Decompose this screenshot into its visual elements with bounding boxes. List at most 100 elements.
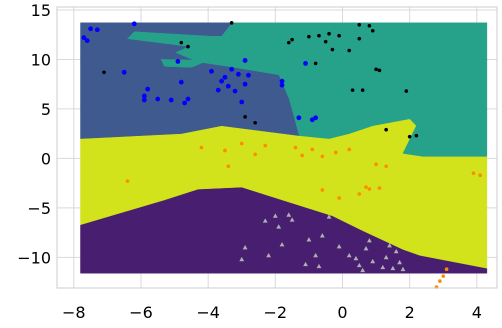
y-tick-label: −10	[17, 248, 51, 267]
plot-frame	[56, 6, 498, 289]
data-point-s2-1	[199, 145, 204, 150]
data-point-s2-10	[320, 154, 325, 159]
data-point-s2-17	[367, 187, 372, 191]
data-point-s0-11	[175, 59, 181, 64]
data-point-s0-22	[235, 71, 241, 77]
data-point-s0-32	[303, 60, 308, 66]
data-point-s1-2	[186, 44, 190, 49]
data-point-s3-20	[363, 246, 369, 251]
data-point-s3-25	[390, 265, 396, 271]
data-point-s1-27	[414, 133, 419, 138]
data-point-s0-1	[84, 38, 90, 44]
data-point-s3-1	[242, 245, 248, 250]
data-point-s1-12	[327, 31, 331, 36]
data-point-s1-11	[323, 39, 328, 44]
y-axis-ticks: −10 −5 0 5 10 15	[17, 1, 51, 267]
data-point-s2-11	[320, 188, 325, 192]
data-point-s2-3	[223, 148, 227, 153]
data-point-s3-27	[400, 266, 406, 272]
data-point-s2-16	[364, 185, 368, 189]
data-point-s2-24	[444, 267, 449, 272]
data-point-s0-12	[178, 79, 184, 85]
x-tick-label: −4	[196, 303, 220, 322]
data-point-s3-10	[303, 261, 308, 267]
data-point-s1-19	[367, 23, 372, 28]
data-point-s3-29	[393, 248, 399, 254]
data-point-s0-20	[229, 66, 235, 72]
data-point-s1-5	[229, 21, 234, 25]
data-point-s3-12	[316, 263, 322, 269]
data-point-s3-22	[370, 258, 376, 264]
data-point-s0-16	[215, 87, 221, 93]
data-point-s2-5	[253, 152, 257, 157]
data-point-s0-17	[219, 78, 224, 84]
data-point-s3-17	[353, 255, 359, 261]
data-point-s3-11	[313, 252, 319, 258]
data-point-s2-14	[347, 147, 352, 152]
data-point-s3-13	[319, 233, 325, 238]
data-point-s1-23	[377, 68, 382, 73]
data-point-s0-29	[296, 115, 302, 121]
data-point-s0-27	[279, 78, 285, 84]
data-point-s3-14	[326, 214, 332, 219]
data-point-s0-26	[242, 58, 248, 63]
data-point-s2-12	[333, 150, 338, 155]
data-point-s3-24	[383, 254, 389, 260]
x-tick-label: 0	[337, 303, 347, 322]
x-tick-label: 4	[472, 303, 482, 322]
data-point-s0-13	[182, 100, 188, 106]
data-point-s2-6	[263, 143, 268, 148]
data-point-s0-18	[222, 74, 228, 80]
data-point-s1-24	[384, 127, 388, 132]
data-point-s2-22	[438, 279, 442, 283]
data-point-s3-2	[262, 218, 268, 223]
data-point-s1-13	[330, 47, 335, 52]
data-point-s3-19	[360, 267, 366, 273]
data-point-s1-3	[243, 115, 247, 119]
data-point-s0-19	[225, 83, 231, 89]
data-point-s1-1	[179, 40, 184, 45]
data-point-s3-8	[289, 217, 295, 222]
data-point-s2-15	[357, 192, 362, 196]
data-point-s3-28	[387, 243, 392, 248]
data-point-s1-17	[360, 88, 365, 92]
data-point-s1-26	[407, 134, 412, 139]
data-point-s1-7	[290, 37, 294, 42]
data-point-s2-23	[441, 274, 446, 278]
decision-regions	[80, 22, 488, 274]
data-point-s0-14	[185, 96, 191, 102]
x-tick-label: 2	[405, 303, 415, 322]
data-point-s2-0	[125, 179, 130, 183]
data-point-s1-25	[404, 89, 409, 93]
y-tick-label: 15	[31, 1, 51, 20]
data-point-s0-25	[246, 72, 251, 78]
data-point-s0-8	[141, 97, 147, 103]
x-tick-label: −2	[264, 303, 288, 322]
data-point-s2-13	[337, 196, 341, 200]
y-tick-label: 5	[41, 100, 51, 119]
data-point-s3-3	[272, 213, 278, 218]
data-point-s0-31	[313, 115, 319, 121]
data-point-s3-5	[266, 252, 272, 258]
data-point-s2-25	[471, 171, 476, 176]
x-tick-label: −8	[62, 303, 86, 322]
data-point-s0-4	[131, 21, 137, 27]
data-point-s3-9	[306, 237, 312, 242]
data-point-s0-23	[239, 99, 245, 105]
data-point-s0-5	[121, 69, 127, 75]
data-point-s3-18	[356, 262, 362, 268]
data-point-s1-18	[357, 23, 362, 27]
data-point-s0-2	[88, 26, 93, 32]
data-point-s0-10	[168, 97, 174, 103]
data-point-s1-0	[102, 70, 106, 75]
data-point-s1-9	[313, 61, 318, 66]
data-point-s3-15	[336, 244, 342, 249]
data-point-s1-15	[347, 48, 352, 53]
x-axis-ticks: −8 −6 −4 −2 0 2 4	[62, 303, 482, 322]
data-point-s1-4	[253, 120, 257, 125]
data-point-s2-26	[478, 173, 483, 178]
data-point-s2-4	[239, 141, 244, 146]
data-point-s1-14	[337, 33, 341, 38]
data-point-s0-0	[81, 35, 87, 41]
data-points	[81, 21, 483, 289]
